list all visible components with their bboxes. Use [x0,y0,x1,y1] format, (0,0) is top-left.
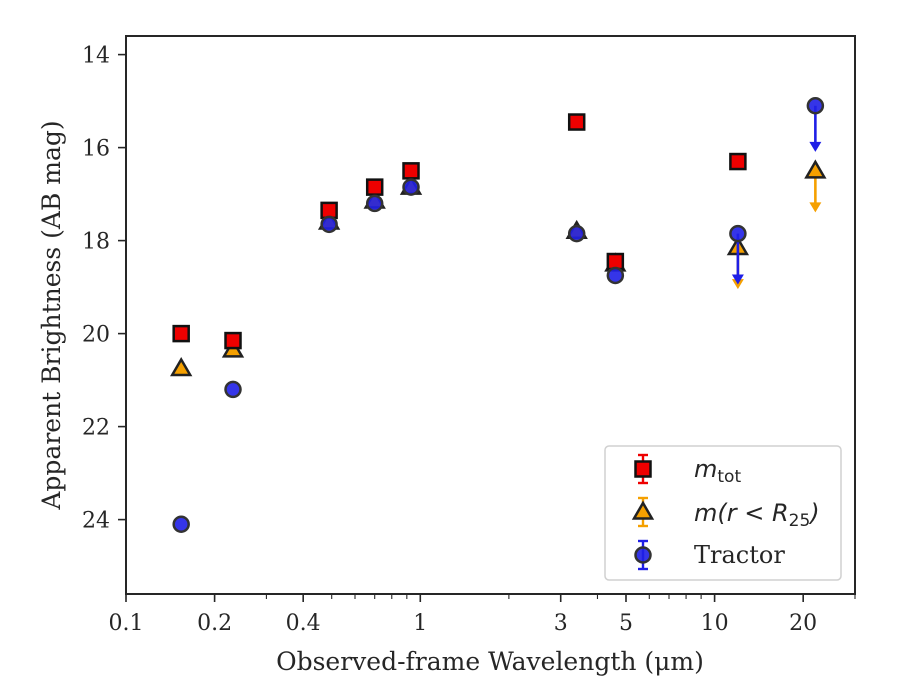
upper-limit-arrow-s2-8-head [809,141,822,152]
legend-label-mtot-base: m [694,455,717,483]
data-point-circle-8 [806,97,825,115]
legend-label-mtot: mtot [694,455,741,487]
legend-markers [631,453,655,571]
x-tick-label-4: 3 [554,611,568,636]
data-point-square-3 [365,178,384,196]
y-axis-label: Apparent Brightness (AB mag) [37,120,66,510]
data-point-circle-0 [172,515,190,533]
x-tick-label-2: 0.4 [286,611,321,636]
y-tick-label-0: 14 [82,44,110,69]
x-tick-label-1: 0.2 [197,611,232,636]
legend-frame [604,445,842,581]
legend-marker-triangle [631,500,655,520]
legend-label-mr25-post: ) [808,499,819,527]
y-tick-label-3: 20 [82,323,110,348]
upper-limit-arrow-s2-7-head [731,274,744,285]
legend-label-mr25-pre: m(r < R [694,499,789,527]
y-tick-label-2: 18 [82,230,110,255]
data-point-circle-5 [567,224,586,243]
axis-ticks: 0.1 0.2 0.4 1 3 5 10 20 14 16 18 20 22 24 [82,44,856,636]
data-point-triangle-0 [170,356,193,377]
plot-area [125,35,856,595]
legend-label-mr25: m(r < R25) [694,499,820,531]
data-point-square-1 [224,331,242,350]
data-point-square-5 [567,113,586,131]
data-point-square-4 [402,162,420,180]
x-tick-label-6: 10 [701,611,729,636]
x-tick-label-5: 5 [619,611,633,636]
y-tick-label-1: 16 [82,137,110,162]
upper-limit-arrow-s1-8-head [809,202,822,213]
data-point-circle-6 [606,266,625,285]
data-point-circle-3 [365,194,384,213]
legend-marker-circle [634,546,652,564]
legend: mtot m(r < R25) Tractor [604,445,842,581]
legend-marker-square [634,460,652,478]
y-tick-label-4: 22 [82,416,110,441]
data-point-circle-7 [729,224,747,243]
data-marks [170,97,827,533]
y-tick-label-5: 24 [82,509,110,534]
data-point-circle-1 [224,380,242,399]
data-point-circle-4 [402,178,420,196]
data-point-circle-2 [320,215,338,234]
data-point-square-7 [729,152,747,171]
x-axis-label: Observed-frame Wavelength (μm) [276,647,704,676]
legend-label-mr25-sub: 25 [789,511,811,531]
legend-label-tractor: Tractor [694,541,785,569]
x-tick-label-3: 1 [413,611,427,636]
data-point-square-0 [172,324,190,343]
x-tick-label-7: 20 [789,611,817,636]
data-point-triangle-8 [804,159,827,179]
x-tick-label-0: 0.1 [109,611,144,636]
legend-label-mtot-sub: tot [717,467,741,487]
